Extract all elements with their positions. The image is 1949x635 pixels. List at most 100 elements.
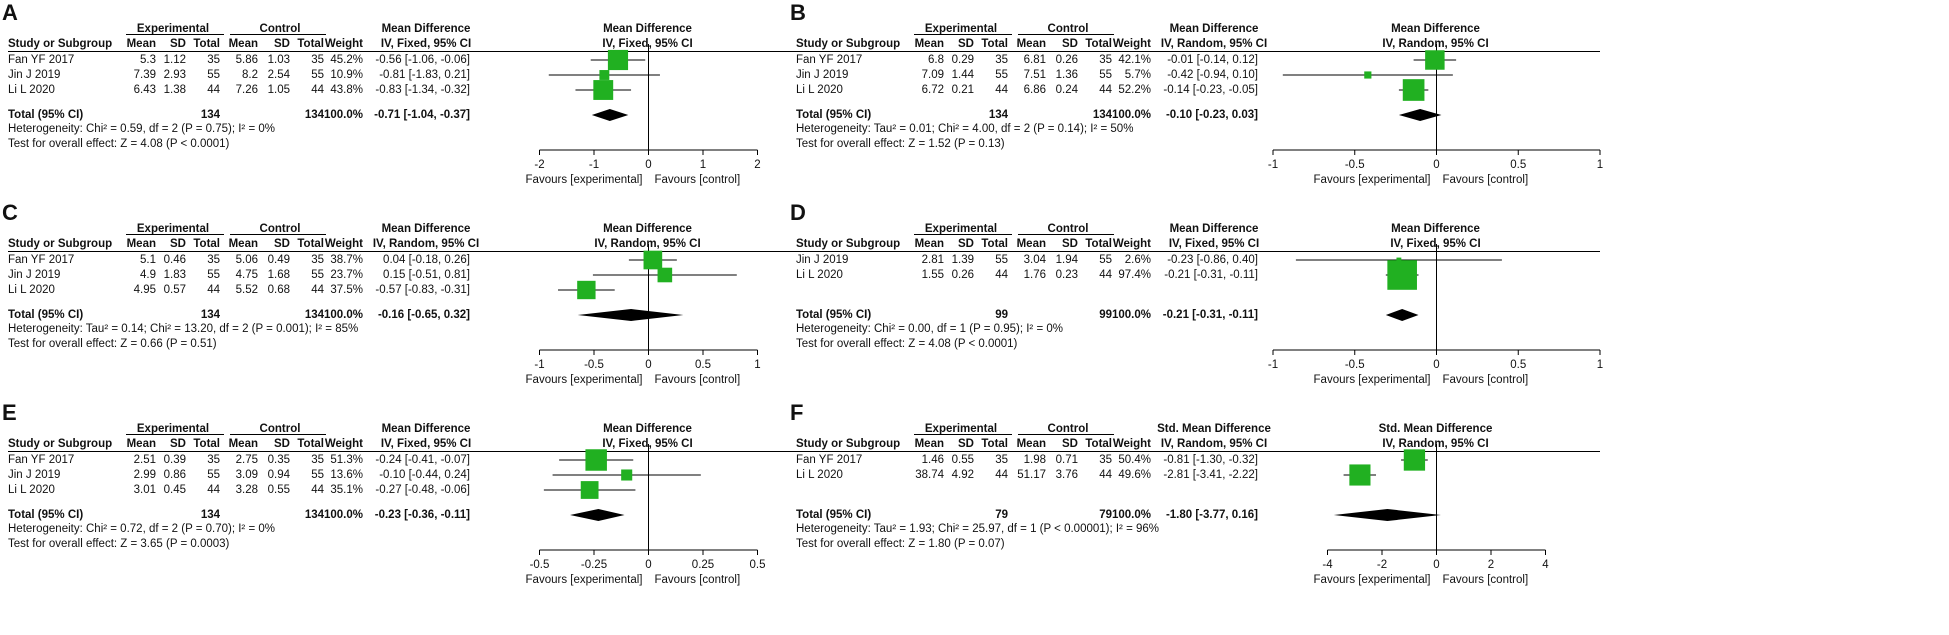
ctrl-total: 55 (311, 69, 324, 81)
exp-mean: 38.74 (915, 469, 944, 481)
study-name: Jin J 2019 (796, 69, 849, 81)
study-marker (643, 250, 663, 270)
x-tick-label: 0.5 (1510, 359, 1526, 371)
x-tick-label: -1 (1268, 359, 1278, 371)
exp-mean-header: Mean (126, 38, 156, 50)
study-header: Study or Subgroup (8, 438, 113, 450)
ctrl-total: 35 (311, 454, 324, 466)
x-tick-label: 0 (1433, 159, 1439, 171)
forest-panel-f: F Experimental Control Std. Mean Difference… (790, 400, 1736, 611)
total-ci: -0.16 [-0.65, 0.32] (377, 309, 470, 321)
forest-panel-d: D Experimental Control Mean Difference Mean … (790, 200, 1736, 411)
header-rule (230, 34, 326, 35)
total-label: Total (95% CI) (8, 509, 84, 521)
study-marker (1425, 50, 1445, 70)
exp-mean-header: Mean (126, 438, 156, 450)
study-name: Li L 2020 (8, 284, 55, 296)
header-rule (230, 234, 326, 235)
experimental-header: Experimental (136, 223, 210, 235)
heterogeneity-text: Heterogeneity: Chi² = 0.72, df = 2 (P = … (8, 523, 275, 535)
x-tick-label: 0.5 (750, 559, 766, 571)
ctrl-sd: 0.55 (267, 484, 290, 496)
study-name: Fan YF 2017 (796, 454, 863, 466)
plot-effect-header: Mean Difference (1391, 223, 1480, 235)
exp-total-sum: 134 (988, 109, 1008, 121)
ctrl-mean: 3.28 (235, 484, 258, 496)
x-tick-label: 4 (1542, 559, 1549, 571)
panel-label: C (2, 200, 18, 225)
control-header: Control (259, 223, 301, 235)
ctrl-mean-header: Mean (228, 238, 258, 250)
study-marker (1387, 260, 1417, 290)
header-rule (796, 251, 1600, 252)
ctrl-total-header: Total (297, 438, 324, 450)
study-weight: 50.4% (1118, 454, 1151, 466)
weight-header: Weight (324, 438, 363, 450)
summary-diamond (570, 509, 625, 521)
ctrl-mean: 4.75 (235, 269, 258, 281)
study-marker (1396, 257, 1402, 263)
exp-mean-header: Mean (914, 438, 944, 450)
exp-mean-header: Mean (126, 238, 156, 250)
exp-total: 44 (995, 469, 1008, 481)
plot-model-header: IV, Random, 95% CI (594, 238, 701, 250)
favours-control-label: Favours [control] (655, 174, 741, 186)
ctrl-sd: 0.23 (1055, 269, 1078, 281)
study-name: Li L 2020 (8, 84, 55, 96)
x-tick-label: 1 (754, 359, 760, 371)
x-tick-label: -1 (534, 359, 544, 371)
favours-control-label: Favours [control] (1443, 174, 1529, 186)
study-marker (621, 469, 633, 481)
exp-mean: 5.1 (140, 254, 156, 266)
exp-mean: 1.46 (921, 454, 944, 466)
plot-model-header: IV, Fixed, 95% CI (602, 38, 693, 50)
study-name: Jin J 2019 (8, 69, 61, 81)
total-weight: 100.0% (323, 309, 363, 321)
study-name: Fan YF 2017 (8, 454, 75, 466)
study-weight: 49.6% (1118, 469, 1151, 481)
exp-sd: 1.12 (163, 54, 186, 66)
forest-plot-area: -1 -0.5 0 0.5 1 Favours [experimental] Favours… (1268, 44, 1603, 186)
overall-effect-text: Test for overall effect: Z = 1.80 (P = 0… (796, 538, 1005, 550)
plot-model-header: IV, Fixed, 95% CI (602, 438, 693, 450)
study-marker (1402, 79, 1425, 101)
study-weight: 2.6% (1124, 254, 1151, 266)
exp-mean: 3.01 (133, 484, 156, 496)
exp-total-header: Total (981, 238, 1008, 250)
ctrl-total-sum: 79 (1099, 509, 1112, 521)
ctrl-sd: 1.94 (1055, 254, 1078, 266)
total-label: Total (95% CI) (796, 309, 872, 321)
ctrl-sd: 0.68 (267, 284, 290, 296)
header-rule (126, 34, 224, 35)
ctrl-total: 35 (1099, 454, 1112, 466)
experimental-header: Experimental (924, 223, 998, 235)
ctrl-mean-header: Mean (1016, 238, 1046, 250)
ctrl-sd: 1.68 (267, 269, 290, 281)
study-ci: -0.24 [-0.41, -0.07] (375, 454, 470, 466)
exp-sd: 1.38 (163, 84, 186, 96)
ctrl-sd-header: SD (1062, 438, 1078, 450)
study-name: Li L 2020 (796, 84, 843, 96)
total-label: Total (95% CI) (8, 309, 84, 321)
x-tick-label: -1 (1268, 159, 1278, 171)
study-weight: 13.6% (330, 469, 363, 481)
exp-sd: 0.39 (163, 454, 186, 466)
study-ci: 0.04 [-0.18, 0.26] (383, 254, 470, 266)
ctrl-total: 44 (311, 484, 324, 496)
x-tick-label: 0.5 (695, 359, 711, 371)
plot-model-header: IV, Fixed, 95% CI (1390, 238, 1481, 250)
summary-diamond (1398, 109, 1442, 121)
ctrl-mean: 3.04 (1023, 254, 1046, 266)
ctrl-mean-header: Mean (1016, 438, 1046, 450)
ctrl-mean: 5.86 (235, 54, 258, 66)
x-tick-label: 0.25 (692, 559, 714, 571)
exp-sd: 1.39 (951, 254, 974, 266)
total-label: Total (95% CI) (796, 509, 872, 521)
exp-mean: 1.55 (921, 269, 944, 281)
ctrl-sd-header: SD (274, 38, 290, 50)
plot-model-header: IV, Random, 95% CI (1382, 438, 1489, 450)
study-header: Study or Subgroup (796, 238, 901, 250)
summary-diamond (577, 309, 684, 321)
study-ci: 0.15 [-0.51, 0.81] (383, 269, 470, 281)
panel-label: E (2, 400, 17, 425)
